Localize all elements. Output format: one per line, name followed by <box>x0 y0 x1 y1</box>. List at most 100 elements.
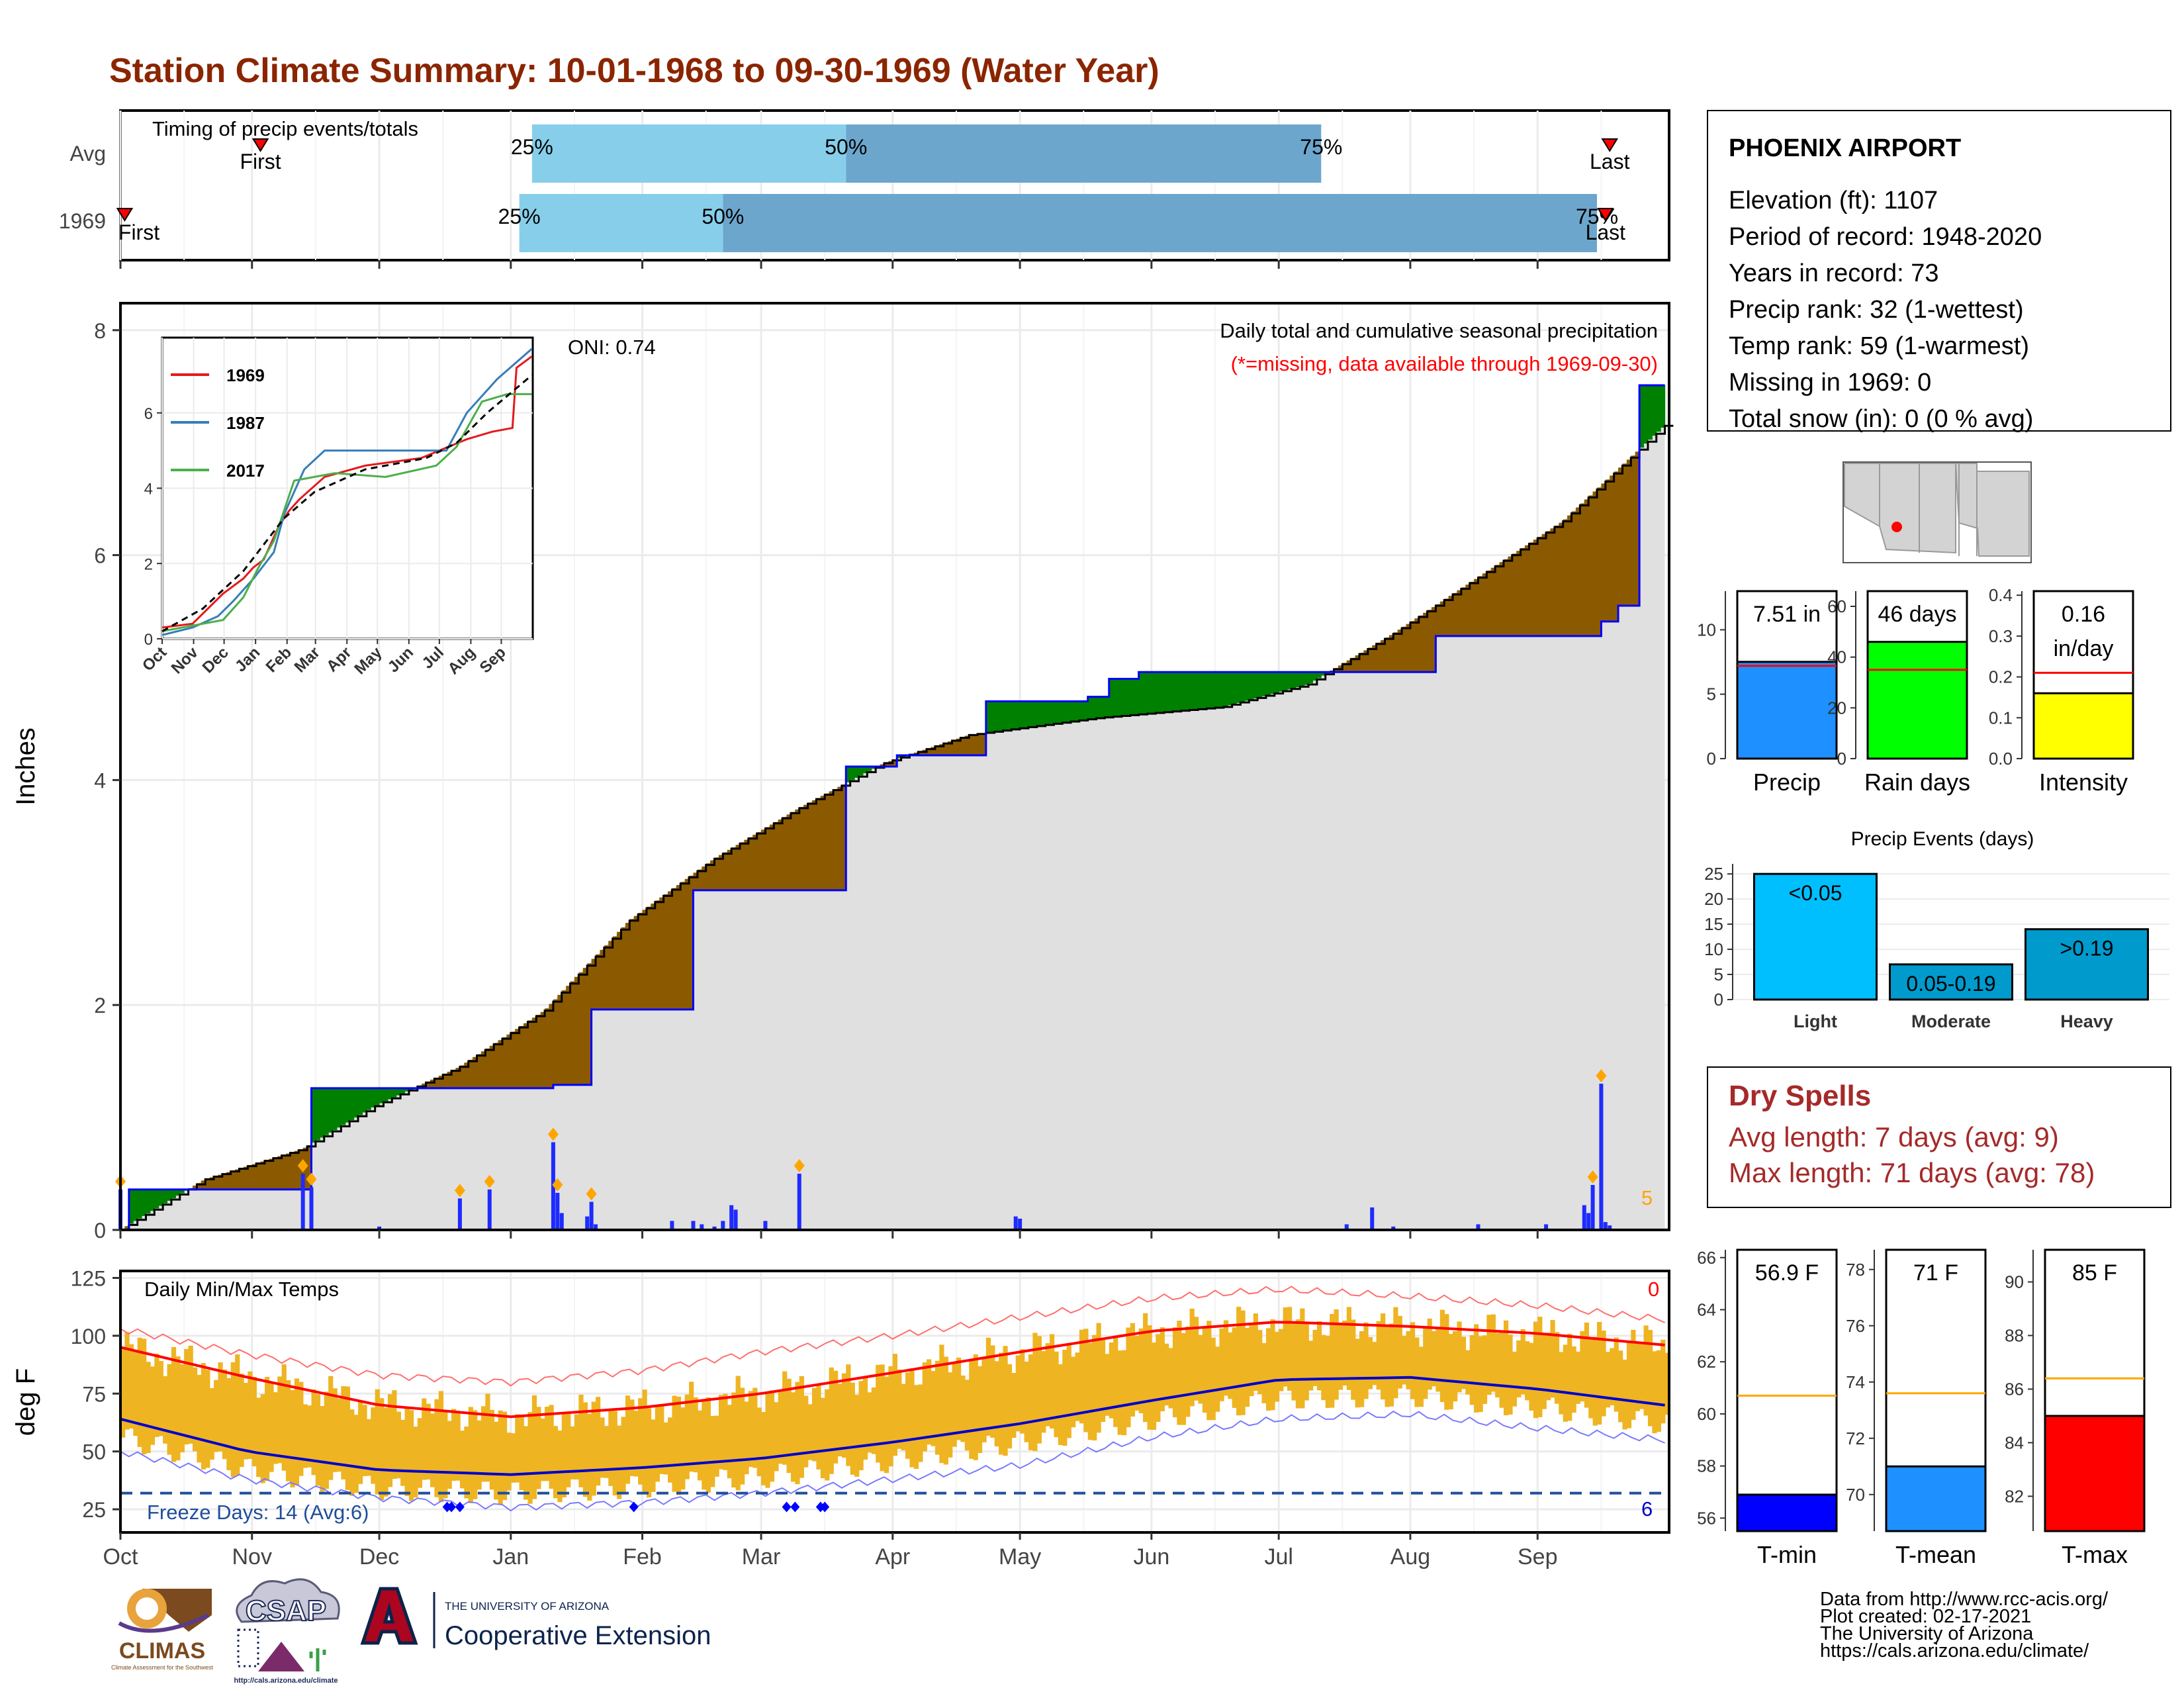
precip-departure-day-7 <box>150 1189 155 1211</box>
precip-departure-day-147 <box>744 839 749 890</box>
precip-departure-day-8 <box>154 1189 159 1209</box>
precip-y-tick-label: 2 <box>94 994 106 1017</box>
precip-departure-day-239 <box>1134 679 1140 715</box>
daily-temp-bar <box>1482 1335 1488 1404</box>
daily-temp-bar <box>477 1420 482 1490</box>
daily-temp-bar <box>345 1386 350 1490</box>
daily-temp-bar <box>689 1382 694 1472</box>
events-category-label: Heavy <box>2060 1011 2113 1031</box>
daily-temp-bar <box>629 1399 635 1476</box>
precip-departure-day-337 <box>1550 528 1555 636</box>
daily-temp-bar <box>1325 1335 1330 1408</box>
temp-bar-0-category-label: T-min <box>1757 1541 1817 1568</box>
precip-departure-day-278 <box>1300 672 1305 686</box>
daily-temp-bar <box>1330 1313 1335 1408</box>
dry-spells-box: Dry Spells Avg length: 7 days (avg: 9) M… <box>1707 1066 2171 1208</box>
summary-bar-2-value-label: 0.16 <box>2062 602 2105 627</box>
precip-departure-day-107 <box>574 976 579 1085</box>
daily-temp-bar <box>778 1391 783 1464</box>
daily-temp-bar <box>1011 1372 1017 1438</box>
daily-temp-bar <box>600 1417 605 1478</box>
precip-departure-day-202 <box>978 733 983 756</box>
freeze-day-marker <box>447 1501 457 1513</box>
daily-temp-bar <box>578 1394 584 1487</box>
precip-departure-day-302 <box>1402 626 1407 673</box>
precip-departure-day-277 <box>1295 672 1300 688</box>
daily-temp-bar <box>1490 1314 1496 1392</box>
daily-temp-bar <box>222 1369 228 1460</box>
daily-temp-bar <box>392 1390 397 1479</box>
daily-temp-bar <box>536 1407 541 1489</box>
precip-departure-day-220 <box>1054 701 1059 724</box>
precip-departure-day-61 <box>379 1088 385 1103</box>
events-bar-heavy <box>2025 928 2149 1001</box>
precip-departure-day-350 <box>1605 479 1610 622</box>
timing-last-label-y1969: Last <box>1586 220 1626 244</box>
timing-label-50-y1969: 50% <box>702 205 744 228</box>
daily-temp-bar <box>663 1422 668 1475</box>
daily-temp-bar <box>646 1408 652 1498</box>
precip-departure-day-29 <box>243 1166 248 1190</box>
precip-departure-day-165 <box>820 796 825 890</box>
precip-departure-day-170 <box>841 784 846 890</box>
daily-temp-bar <box>179 1364 185 1452</box>
daily-temp-bar <box>1559 1352 1564 1415</box>
temp-bar-0-tick-label: 62 <box>1697 1352 1716 1372</box>
daily-precip-bar <box>700 1224 704 1230</box>
summary-bar-2-value-label: in/day <box>2054 636 2114 661</box>
daily-precip-bar <box>1608 1225 1612 1230</box>
temp-y-tick-label: 125 <box>71 1266 106 1290</box>
precip-departure-day-120 <box>629 919 635 1009</box>
precip-departure-day-62 <box>383 1088 388 1102</box>
precip-departure-day-300 <box>1393 632 1398 673</box>
precip-departure-day-138 <box>705 863 711 890</box>
precip-departure-day-153 <box>769 824 774 890</box>
daily-temp-bar <box>375 1389 380 1495</box>
daily-temp-bar <box>841 1373 847 1458</box>
daily-temp-bar <box>230 1362 236 1477</box>
month-label-Jan: Jan <box>492 1544 529 1570</box>
daily-temp-bar <box>825 1389 830 1481</box>
precip-departure-day-140 <box>714 857 719 890</box>
timing-row-label-avg: Avg <box>69 142 106 165</box>
inset-y-label: 6 <box>144 405 153 423</box>
precip-departure-day-237 <box>1126 679 1131 716</box>
precip-departure-day-264 <box>1240 672 1246 702</box>
precip-departure-day-141 <box>718 855 723 890</box>
precip-departure-day-333 <box>1533 539 1538 636</box>
timing-panel: Timing of precip events/totals Avg 1969 … <box>59 109 1670 261</box>
precip-departure-day-219 <box>1050 701 1055 724</box>
daily-temp-bar <box>371 1407 376 1484</box>
precip-departure-day-154 <box>774 821 779 890</box>
events-tick-label: 5 <box>1714 964 1723 984</box>
inset-y-label: 2 <box>144 555 153 573</box>
precip-departure-day-54 <box>349 1088 355 1120</box>
precip-departure-day-269 <box>1261 672 1267 696</box>
daily-temp-bar <box>668 1417 673 1483</box>
daily-temp-bar <box>1359 1331 1365 1407</box>
daily-temp-bar <box>1605 1352 1611 1408</box>
daily-temp-bar <box>1639 1342 1645 1409</box>
temp-bar-2-bar <box>2044 1415 2146 1532</box>
precip-departure-day-354 <box>1622 463 1627 606</box>
precip-departure-day-289 <box>1346 660 1351 673</box>
precip-departure-day-125 <box>651 904 656 1009</box>
precip-departure-day-149 <box>752 835 758 890</box>
daily-temp-bar <box>1406 1331 1411 1389</box>
daily-temp-bar <box>1083 1329 1089 1432</box>
daily-temp-bar <box>1367 1336 1373 1389</box>
precip-departure-day-179 <box>880 764 885 767</box>
precip-departure-day-20 <box>205 1178 210 1190</box>
daily-temp-bar <box>731 1392 737 1488</box>
precip-departure-day-244 <box>1156 672 1161 713</box>
daily-temp-bar <box>1134 1336 1140 1411</box>
daily-temp-bar <box>264 1376 270 1481</box>
daily-temp-bar <box>273 1392 279 1464</box>
daily-temp-bar <box>1381 1313 1386 1400</box>
locator-map <box>1843 461 2032 563</box>
precip-departure-day-335 <box>1541 534 1547 636</box>
daily-temp-bar <box>981 1356 987 1442</box>
daily-temp-bar <box>905 1372 911 1459</box>
daily-temp-bar <box>553 1426 559 1499</box>
